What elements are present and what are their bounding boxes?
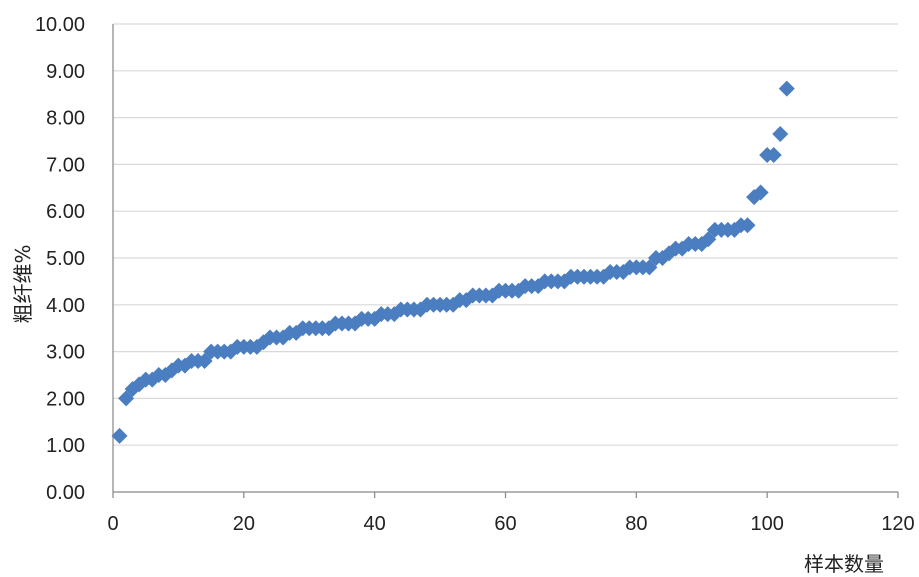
data-point <box>765 147 782 164</box>
y-tick-label: 9.00 <box>46 61 85 83</box>
axes <box>112 24 899 498</box>
x-tick-label: 0 <box>107 513 118 535</box>
y-tick-label: 1.00 <box>46 435 85 457</box>
data-point <box>739 217 756 234</box>
y-tick-label: 10.00 <box>35 14 85 36</box>
data-points <box>111 80 795 444</box>
y-tick-label: 8.00 <box>46 108 85 130</box>
data-point <box>111 427 128 444</box>
x-axis-label: 样本数量 <box>804 552 884 576</box>
x-tick-label: 80 <box>625 513 647 535</box>
y-axis-label: 粗纤维% <box>11 244 35 323</box>
x-tick-label: 100 <box>750 513 783 535</box>
y-tick-label: 4.00 <box>46 295 85 317</box>
y-tick-label: 2.00 <box>46 388 85 410</box>
y-tick-label: 7.00 <box>46 154 85 176</box>
y-tick-label: 6.00 <box>46 201 85 223</box>
data-point <box>778 80 795 97</box>
x-tick-label: 60 <box>494 513 516 535</box>
y-tick-label: 5.00 <box>46 248 85 270</box>
x-tick-label: 20 <box>233 513 255 535</box>
y-tick-labels: 0.00 1.00 2.00 3.00 4.00 5.00 6.00 7.00 8.00 9.00… <box>35 14 85 504</box>
y-tick-label: 0.00 <box>46 482 85 504</box>
y-tick-label: 3.00 <box>46 342 85 364</box>
data-point <box>752 184 769 201</box>
x-tick-label: 120 <box>881 513 914 535</box>
data-point <box>772 125 789 142</box>
x-tick-labels: 0 20 40 60 80 100 120 <box>107 513 914 535</box>
x-tick-label: 40 <box>364 513 386 535</box>
